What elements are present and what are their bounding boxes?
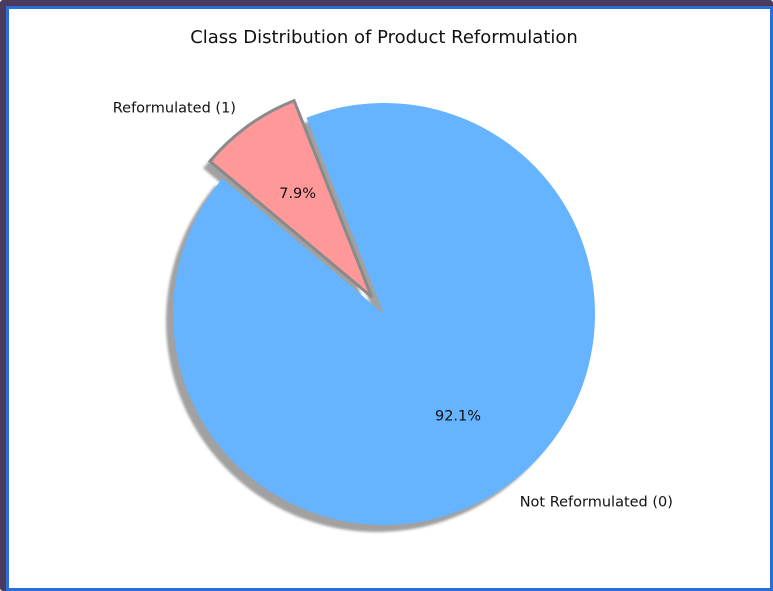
slices (173, 98, 595, 525)
chart-panel: Class Distribution of Product Reformulat… (6, 6, 773, 591)
slice-labels: 92.1% Not Reformulated (0) 7.9% Reformulate… (113, 101, 673, 511)
slice-not-reformulated-0 (173, 103, 595, 525)
slice-reformulated-1 (207, 98, 374, 299)
pct-label-reformulated-1: 7.9% (279, 186, 316, 202)
category-label-not-reformulated-0: Not Reformulated (0) (520, 494, 673, 510)
pct-label-not-reformulated-0: 92.1% (435, 409, 481, 425)
pie-chart: Class Distribution of Product Reformulat… (113, 27, 673, 532)
chart-title: Class Distribution of Product Reformulat… (190, 27, 578, 48)
category-label-reformulated-1: Reformulated (1) (113, 101, 236, 117)
